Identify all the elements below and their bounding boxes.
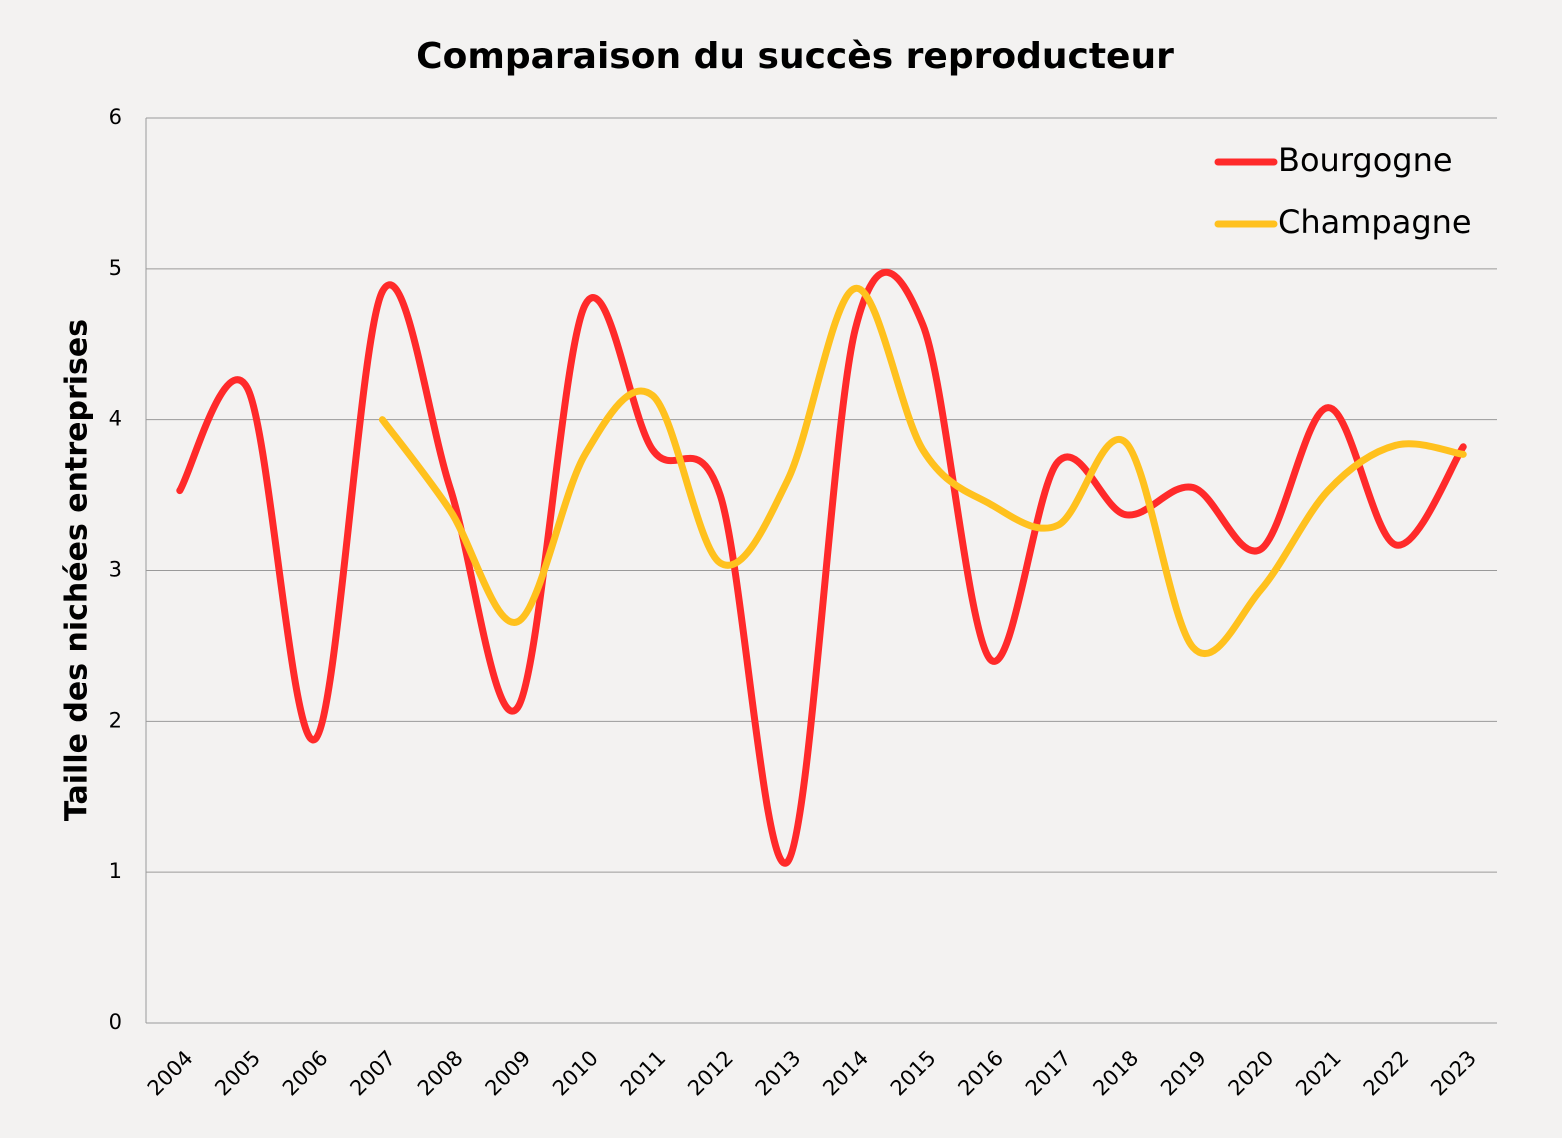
y-tick-label: 2 <box>109 708 122 732</box>
y-tick-label: 4 <box>109 407 122 431</box>
y-tick-label: 1 <box>109 859 122 883</box>
y-tick-label: 6 <box>109 105 122 129</box>
chart-title: Comparaison du succès reproducteur <box>416 36 1174 77</box>
legend-label: Bourgogne <box>1278 141 1453 179</box>
y-tick-label: 5 <box>109 256 122 280</box>
line-series <box>176 268 1467 867</box>
y-axis-title: Taille des nichées entreprises <box>60 319 95 821</box>
y-tick-label: 0 <box>109 1010 122 1034</box>
legend-label: Champagne <box>1278 203 1472 241</box>
y-tick-label: 3 <box>109 558 122 582</box>
line-series <box>378 284 1467 657</box>
